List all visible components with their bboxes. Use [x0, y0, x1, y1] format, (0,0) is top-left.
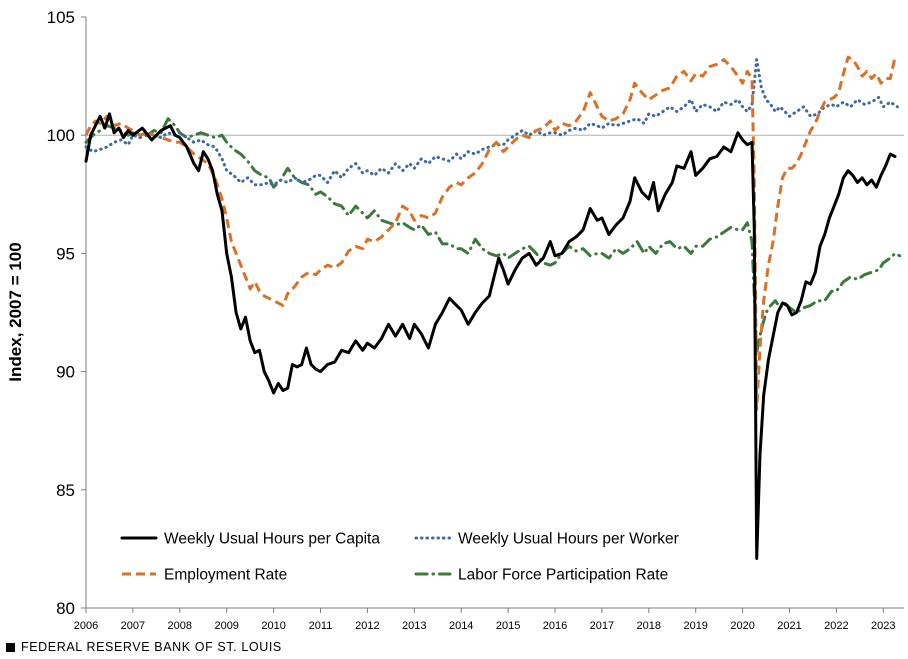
legend: Weekly Usual Hours per Capita Weekly Usua…: [120, 531, 679, 584]
y-tick-label: 90: [56, 363, 75, 382]
legend-label-labor-force-participation-rate: Labor Force Participation Rate: [458, 567, 668, 584]
x-tick-label: 2023: [871, 620, 895, 632]
x-tick-label: 2007: [121, 620, 145, 632]
x-tick-label: 2009: [214, 620, 238, 632]
legend-label-weekly-usual-hours-per-worker: Weekly Usual Hours per Worker: [458, 531, 679, 548]
x-tick-label: 2017: [590, 620, 614, 632]
x-tick-label: 2016: [543, 620, 567, 632]
x-tick-label: 2021: [777, 620, 801, 632]
y-tick-label: 85: [56, 481, 75, 500]
square-icon: [6, 642, 15, 652]
x-tick-label: 2022: [824, 620, 848, 632]
x-tick-label: 2018: [637, 620, 661, 632]
x-tick-label: 2019: [683, 620, 707, 632]
x-tick-label: 2014: [449, 620, 473, 632]
series-lines: [84, 55, 902, 560]
x-tick-label: 2010: [261, 620, 285, 632]
series-line-labor-force-participation-rate: [84, 117, 902, 355]
series-line-weekly-usual-hours-per-worker: [84, 58, 899, 187]
footer-text: FEDERAL RESERVE BANK OF ST. LOUIS: [21, 640, 282, 654]
x-tick-label: 2008: [168, 620, 192, 632]
x-axis: 2006 2007 2008 2009 2010 2011 2012 2013 2014 2015…: [74, 607, 904, 632]
x-tick-label: 2012: [355, 620, 379, 632]
x-tick-label: 2015: [496, 620, 520, 632]
y-axis-label: Index, 2007 = 100: [6, 242, 25, 381]
y-tick-label: 105: [47, 8, 75, 27]
x-tick-label: 2020: [730, 620, 754, 632]
y-tick-label: 95: [56, 244, 75, 263]
series-line-weekly-usual-hours-per-capita: [84, 112, 897, 560]
footer-attribution: FEDERAL RESERVE BANK OF ST. LOUIS: [6, 640, 282, 654]
x-tick-label: 2006: [74, 620, 98, 632]
y-tick-label: 80: [56, 599, 75, 618]
legend-label-employment-rate: Employment Rate: [164, 567, 287, 584]
x-tick-label: 2013: [402, 620, 426, 632]
series-line-employment-rate: [84, 55, 897, 411]
x-tick-label: 2011: [309, 620, 333, 632]
legend-label-weekly-usual-hours-per-capita: Weekly Usual Hours per Capita: [164, 531, 380, 548]
y-tick-label: 100: [47, 126, 75, 145]
